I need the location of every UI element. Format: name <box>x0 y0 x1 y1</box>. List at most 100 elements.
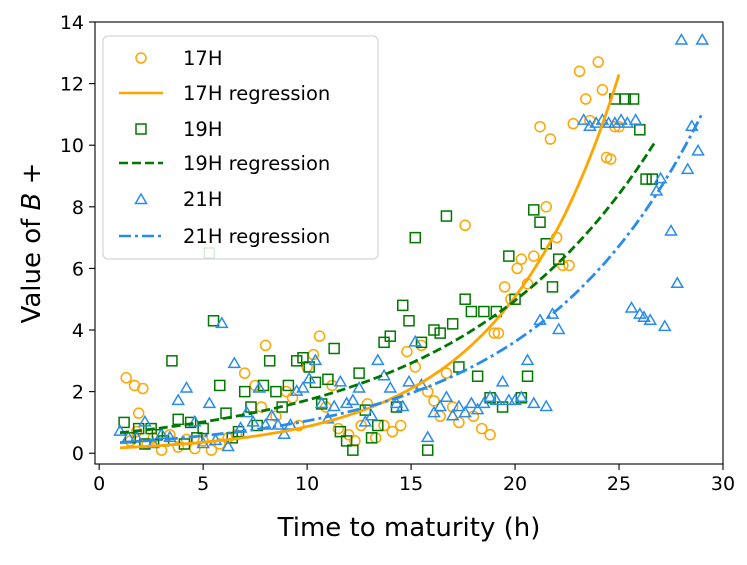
21h-point <box>420 430 435 443</box>
21h-point <box>495 374 510 387</box>
17h-point <box>137 382 149 395</box>
21h-point <box>695 32 710 45</box>
17h-regression-curve <box>119 74 621 450</box>
19h-point <box>471 370 484 382</box>
19h-point <box>627 93 640 105</box>
legend-17h-marker <box>135 52 147 64</box>
21h-point <box>470 402 485 415</box>
19h-point <box>118 416 130 429</box>
21h-point <box>439 390 454 403</box>
19h-point <box>415 336 428 349</box>
21h-point <box>458 405 472 418</box>
17h-point <box>604 153 617 165</box>
21h-point <box>477 396 491 409</box>
21h-point <box>508 393 522 406</box>
x-axis-ticks: 0 5 10 15 20 25 30 <box>93 464 735 495</box>
21h-point <box>427 405 441 418</box>
legend-19h-regression-label: 19H regression <box>183 152 330 175</box>
21h-point <box>408 334 423 347</box>
legend-17h-label: 17H <box>183 47 222 70</box>
17h-point <box>563 259 575 272</box>
legend-19h-label: 19H <box>183 118 222 141</box>
21h-point <box>445 408 460 421</box>
17h-point <box>592 56 604 68</box>
19h-point <box>546 281 559 293</box>
17h-point <box>515 253 528 265</box>
19h-point <box>132 422 145 435</box>
19h-point <box>340 435 353 447</box>
21h-point <box>246 414 260 427</box>
21h-point <box>146 436 161 449</box>
21h-point <box>113 424 127 436</box>
17h-point <box>488 327 501 339</box>
21h-point <box>452 399 466 412</box>
y-tick-label: 10 <box>60 135 84 157</box>
19h-point <box>238 385 251 398</box>
21h-point <box>308 353 323 366</box>
17h-point <box>459 219 471 232</box>
21h-point <box>339 396 354 409</box>
19h-point <box>409 231 421 244</box>
21h-point <box>289 384 304 396</box>
19h-point <box>534 216 546 228</box>
legend-21h-label: 21H <box>183 188 222 211</box>
17h-point <box>172 441 184 453</box>
21h-point <box>358 414 373 427</box>
21h-point <box>188 414 202 427</box>
legend-21h-regression-label: 21H regression <box>183 225 330 248</box>
21h-point <box>277 427 292 439</box>
17h-point <box>332 422 345 435</box>
17h-point <box>132 407 145 419</box>
17h-point <box>492 327 505 339</box>
19h-point <box>640 173 652 185</box>
21h-point <box>371 353 385 366</box>
21h-point <box>302 371 316 384</box>
17h-point <box>511 262 523 275</box>
x-tick-label: 0 <box>93 473 105 495</box>
19h-point <box>282 379 295 392</box>
21h-point <box>657 319 672 332</box>
21h-point <box>637 310 651 322</box>
21h-point <box>674 32 689 45</box>
19h-point <box>297 351 309 364</box>
21h-point <box>664 223 678 236</box>
21h-point <box>526 396 541 409</box>
y-axis-label-prefix: Value of <box>17 210 47 323</box>
21h-point <box>215 316 229 329</box>
y-axis-label-suffix: + <box>17 163 47 193</box>
y-tick-label: 8 <box>72 197 84 219</box>
21h-point <box>346 393 360 406</box>
19h-point <box>166 355 178 367</box>
21h-point <box>483 390 497 403</box>
19h-point <box>384 330 397 342</box>
y-axis-label: Value of B + <box>17 163 47 324</box>
21h-point <box>252 381 267 393</box>
x-tick-label: 5 <box>197 473 209 495</box>
21h-point <box>395 399 410 412</box>
17h-point <box>484 428 496 441</box>
21h-point <box>608 116 622 128</box>
19h-point <box>465 305 478 318</box>
17h-point <box>596 84 609 96</box>
legend-21h-marker <box>134 192 148 205</box>
21h-point <box>583 119 597 131</box>
21h-point <box>264 408 279 421</box>
19h-point <box>263 355 276 367</box>
21h-point <box>383 381 398 393</box>
17h-point <box>378 419 390 432</box>
19h-point <box>290 355 303 367</box>
19h-point <box>328 342 340 355</box>
17h-point <box>540 201 552 213</box>
legend-19h-marker <box>135 123 147 135</box>
19h-regression-curve <box>119 142 656 435</box>
17h-point <box>349 435 361 447</box>
19h-point <box>446 318 459 330</box>
21h-point <box>489 393 504 406</box>
19h-point <box>440 210 453 222</box>
17h-point <box>573 65 586 78</box>
21h-point <box>433 399 447 412</box>
17h-point <box>401 345 413 358</box>
21h-point <box>624 300 639 313</box>
21h-point <box>227 356 242 369</box>
17h-point <box>421 385 434 398</box>
